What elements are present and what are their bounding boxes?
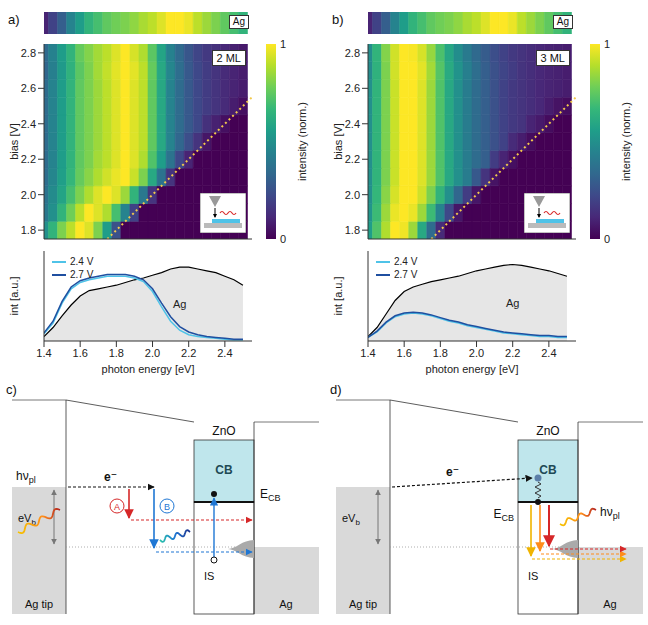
svg-text:2.4: 2.4 bbox=[217, 347, 232, 359]
svg-text:Ag tip: Ag tip bbox=[25, 598, 53, 610]
html-text:2.7 V: 2.7 V bbox=[70, 269, 94, 280]
svg-text:2.0: 2.0 bbox=[21, 189, 36, 201]
svg-text:CB: CB bbox=[539, 463, 557, 477]
svg-text:ECB: ECB bbox=[260, 487, 281, 503]
svg-text:1.8: 1.8 bbox=[345, 224, 360, 236]
svg-text:2.8: 2.8 bbox=[21, 47, 36, 59]
html-text:3 ML: 3 ML bbox=[540, 52, 565, 64]
svg-text:0: 0 bbox=[280, 233, 286, 244]
svg-text:Ag: Ag bbox=[603, 598, 616, 610]
svg-text:int [a.u.]: int [a.u.] bbox=[332, 276, 344, 315]
svg-text:1.4: 1.4 bbox=[36, 347, 51, 359]
svg-text:bias [V]: bias [V] bbox=[332, 123, 344, 160]
svg-text:2.4: 2.4 bbox=[541, 347, 556, 359]
svg-text:Ag: Ag bbox=[173, 298, 186, 310]
html-text:Ag: Ag bbox=[556, 16, 569, 27]
svg-text:photon energy [eV]: photon energy [eV] bbox=[426, 363, 519, 375]
html-text:2.7 V: 2.7 V bbox=[394, 269, 418, 280]
svg-text:1.6: 1.6 bbox=[397, 347, 412, 359]
html-text:2.4 V: 2.4 V bbox=[394, 256, 418, 267]
svg-text:2.6: 2.6 bbox=[345, 82, 360, 94]
svg-text:A: A bbox=[114, 502, 120, 512]
html-text:b): b) bbox=[332, 12, 344, 27]
svg-text:1: 1 bbox=[604, 39, 610, 50]
html-text:2 ML: 2 ML bbox=[216, 52, 241, 64]
svg-text:2.4: 2.4 bbox=[345, 118, 360, 130]
svg-text:2.8: 2.8 bbox=[345, 47, 360, 59]
html-text:Ag: Ag bbox=[232, 16, 245, 27]
svg-text:eVb: eVb bbox=[18, 512, 36, 527]
svg-text:ECB: ECB bbox=[493, 507, 514, 523]
svg-text:1.6: 1.6 bbox=[73, 347, 88, 359]
html-text:2.4 V: 2.4 V bbox=[70, 256, 94, 267]
svg-text:2.0: 2.0 bbox=[469, 347, 484, 359]
svg-text:1.8: 1.8 bbox=[21, 224, 36, 236]
svg-text:intensity (norm.): intensity (norm.) bbox=[620, 102, 632, 181]
svg-text:2.2: 2.2 bbox=[345, 153, 360, 165]
svg-text:ZnO: ZnO bbox=[536, 424, 559, 438]
svg-text:1.4: 1.4 bbox=[360, 347, 375, 359]
svg-text:2.6: 2.6 bbox=[21, 82, 36, 94]
svg-text:Ag: Ag bbox=[506, 297, 519, 309]
svg-text:2.2: 2.2 bbox=[181, 347, 196, 359]
svg-text:2.0: 2.0 bbox=[145, 347, 160, 359]
svg-text:ZnO: ZnO bbox=[212, 424, 235, 438]
svg-text:int [a.u.]: int [a.u.] bbox=[8, 276, 20, 315]
svg-text:hνpl: hνpl bbox=[600, 505, 620, 521]
html-text:d): d) bbox=[330, 382, 342, 397]
html-text:c): c) bbox=[6, 382, 17, 397]
svg-text:hνpl: hνpl bbox=[16, 469, 36, 485]
svg-text:bias [V]: bias [V] bbox=[8, 123, 20, 160]
svg-text:B: B bbox=[164, 502, 170, 512]
svg-text:eVb: eVb bbox=[342, 512, 360, 527]
svg-text:2.0: 2.0 bbox=[345, 189, 360, 201]
svg-text:2.4: 2.4 bbox=[21, 118, 36, 130]
svg-text:CB: CB bbox=[215, 463, 233, 477]
svg-text:IS: IS bbox=[204, 570, 214, 582]
svg-text:2.2: 2.2 bbox=[21, 153, 36, 165]
svg-text:2.2: 2.2 bbox=[505, 347, 520, 359]
svg-text:e⁻: e⁻ bbox=[446, 465, 459, 479]
svg-text:0: 0 bbox=[604, 233, 610, 244]
svg-text:IS: IS bbox=[528, 570, 538, 582]
svg-text:Ag: Ag bbox=[279, 598, 292, 610]
svg-text:e⁻: e⁻ bbox=[104, 470, 117, 484]
svg-text:intensity (norm.): intensity (norm.) bbox=[296, 102, 308, 181]
svg-text:Ag tip: Ag tip bbox=[349, 598, 377, 610]
html-text:a): a) bbox=[8, 12, 20, 27]
svg-text:1.8: 1.8 bbox=[109, 347, 124, 359]
svg-text:photon energy [eV]: photon energy [eV] bbox=[102, 363, 195, 375]
svg-text:1.8: 1.8 bbox=[433, 347, 448, 359]
svg-text:1: 1 bbox=[280, 39, 286, 50]
